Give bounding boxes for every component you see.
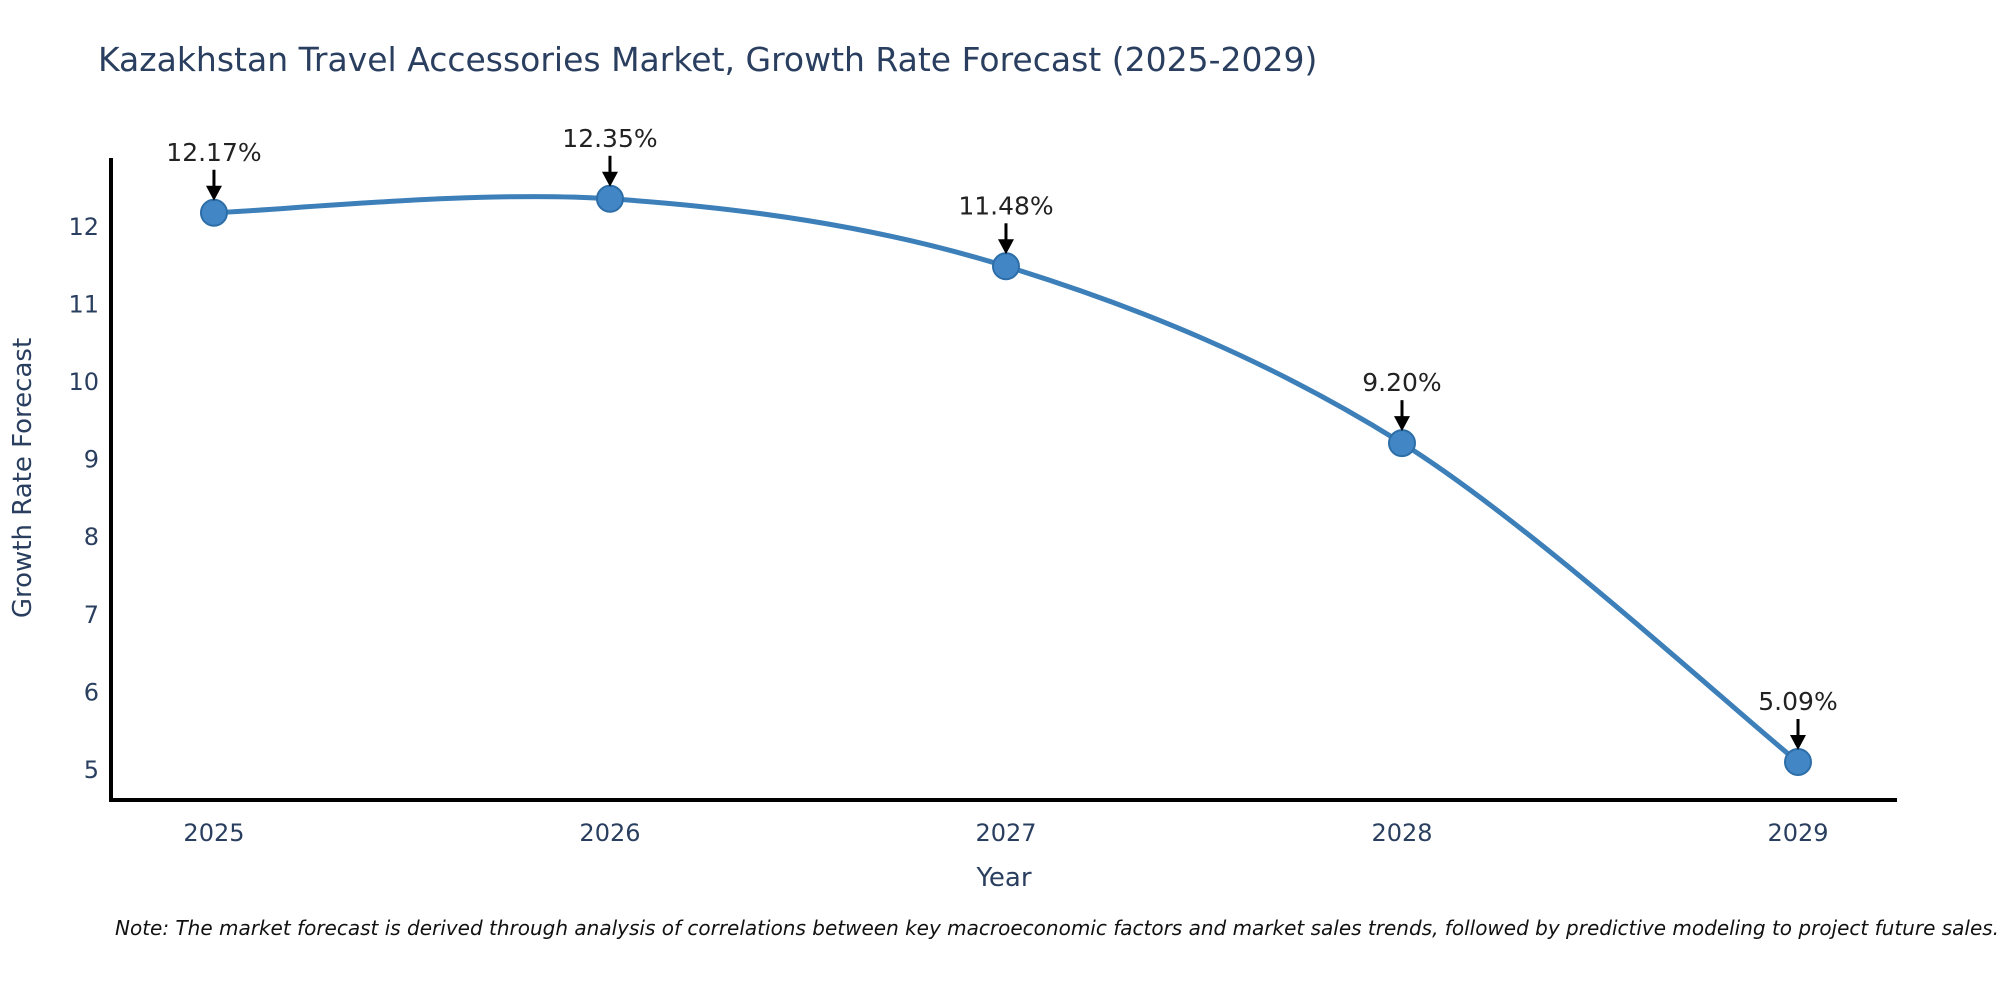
forecast-line	[211, 194, 1801, 765]
data-point-2026	[595, 184, 624, 213]
x-tick-label: 2026	[579, 819, 640, 847]
data-point-2029	[1783, 747, 1812, 776]
y-tick-label: 9	[84, 446, 99, 474]
chart-title: Kazakhstan Travel Accessories Market, Gr…	[98, 40, 1318, 79]
annotation-arrow-head	[601, 171, 618, 187]
y-tick-label: 10	[68, 368, 99, 396]
footnote: Note: The market forecast is derived thr…	[115, 916, 2000, 940]
y-axis-title: Growth Rate Forecast	[8, 338, 38, 618]
y-tick-label: 8	[84, 523, 99, 551]
y-tick-label: 11	[68, 291, 99, 319]
y-tick-label: 5	[84, 756, 99, 784]
x-tick-label: 2027	[975, 819, 1036, 847]
annotation-arrow-head	[1789, 734, 1806, 750]
annotation-arrow-head	[997, 239, 1014, 255]
y-tick-label: 12	[68, 213, 99, 241]
y-tick-label: 7	[84, 601, 99, 629]
annotation-arrow-head	[1393, 416, 1410, 432]
point-value-label: 12.35%	[562, 124, 657, 153]
point-value-label: 11.48%	[958, 191, 1053, 220]
y-tick-label: 6	[84, 678, 99, 706]
data-point-2027	[991, 252, 1020, 281]
x-tick-label: 2028	[1371, 819, 1432, 847]
point-value-label: 9.20%	[1362, 368, 1441, 397]
point-value-label: 5.09%	[1758, 687, 1837, 716]
point-value-label: 12.17%	[166, 138, 261, 167]
data-point-2025	[199, 198, 228, 227]
x-axis-title: Year	[975, 863, 1031, 893]
annotation-arrow-head	[205, 185, 222, 201]
x-tick-label: 2025	[183, 819, 244, 847]
data-point-2028	[1387, 429, 1416, 458]
x-tick-label: 2029	[1767, 819, 1828, 847]
